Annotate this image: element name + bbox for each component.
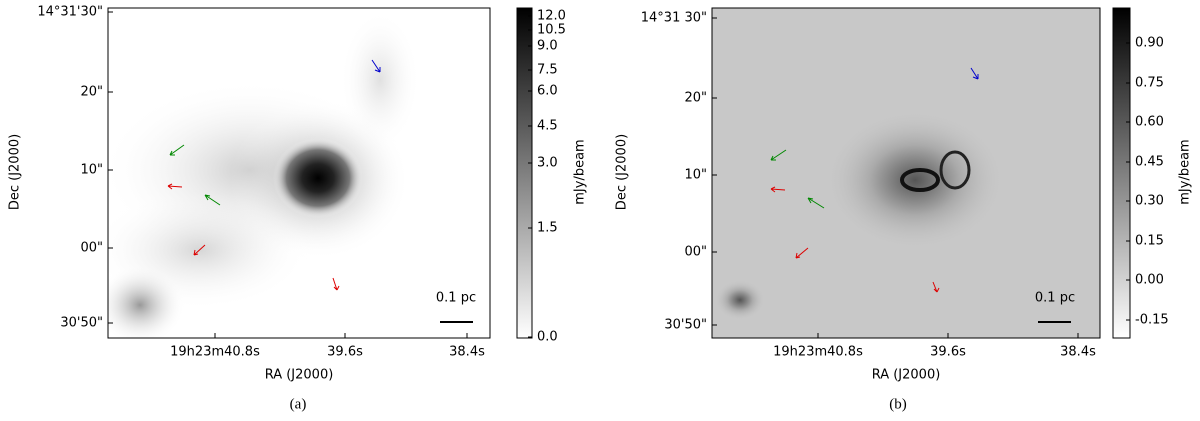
colorbar-tick-label: 0.00 xyxy=(1135,273,1164,288)
x-tick-label: 19h23m40.8s xyxy=(773,345,863,360)
y-tick-label: 20" xyxy=(80,85,103,100)
x-axis-label: RA (J2000) xyxy=(872,368,941,383)
colorbar-tick-label: 3.0 xyxy=(537,156,558,171)
x-tick-label: 38.4s xyxy=(1060,345,1096,360)
colorbar-label: mJy/beam xyxy=(573,139,588,204)
y-axis-label: Dec (J2000) xyxy=(8,134,23,210)
colorbar-tick-label: 4.5 xyxy=(537,119,558,134)
colorbar-tick-label: 6.0 xyxy=(537,84,558,99)
y-tick-label: 30'50" xyxy=(664,318,707,333)
y-axis-label: Dec (J2000) xyxy=(615,134,630,210)
y-tick-label: 30'50" xyxy=(60,316,103,331)
colorbar-tick-label: 0.15 xyxy=(1135,234,1164,249)
colorbar-tick-label: 0.45 xyxy=(1135,155,1164,170)
colorbar xyxy=(1112,7,1131,339)
y-tick-label: 10" xyxy=(80,163,103,178)
x-tick-label: 39.6s xyxy=(930,345,966,360)
y-tick-label: 00" xyxy=(80,241,103,256)
colorbar-tick-label: 1.5 xyxy=(537,221,558,236)
colorbar-tick-label: 0.30 xyxy=(1135,194,1164,209)
panel-label: (a) xyxy=(290,396,307,412)
colorbar-tick-label: -0.15 xyxy=(1135,313,1169,328)
y-tick-label: 10" xyxy=(684,168,707,183)
colorbar-tick-label: 9.0 xyxy=(537,39,558,54)
x-axis-label: RA (J2000) xyxy=(265,368,334,383)
frame xyxy=(107,7,491,339)
image-b xyxy=(712,8,1100,338)
colorbar-tick-label: 7.5 xyxy=(537,63,558,78)
y-tick-label: 20" xyxy=(684,91,707,106)
arrows xyxy=(167,59,979,293)
image-a xyxy=(108,8,490,338)
colorbar xyxy=(516,7,533,339)
colorbar-label: mJy/beam xyxy=(1178,139,1193,204)
y-tick-label: 14°31'30" xyxy=(37,5,103,20)
y-tick-label: 14°31 30" xyxy=(641,11,707,26)
panel-label: (b) xyxy=(889,396,907,412)
colorbar-tick-label: 0.90 xyxy=(1135,36,1164,51)
scale-bar-label: 0.1 pc xyxy=(436,291,476,306)
scale-bar-label: 0.1 pc xyxy=(1035,291,1075,306)
colorbar-tick-label: 0.0 xyxy=(537,330,558,345)
x-tick-label: 38.4s xyxy=(449,345,485,360)
x-tick-label: 19h23m40.8s xyxy=(170,345,260,360)
colorbar-tick-label: 12.0 xyxy=(537,9,566,24)
colorbar-tick-label: 0.75 xyxy=(1135,76,1164,91)
colorbar-tick-label: 0.60 xyxy=(1135,115,1164,130)
x-tick-label: 39.6s xyxy=(327,345,363,360)
frame xyxy=(711,7,1101,339)
colorbar-tick-label: 10.5 xyxy=(537,23,566,38)
y-tick-label: 00" xyxy=(684,245,707,260)
